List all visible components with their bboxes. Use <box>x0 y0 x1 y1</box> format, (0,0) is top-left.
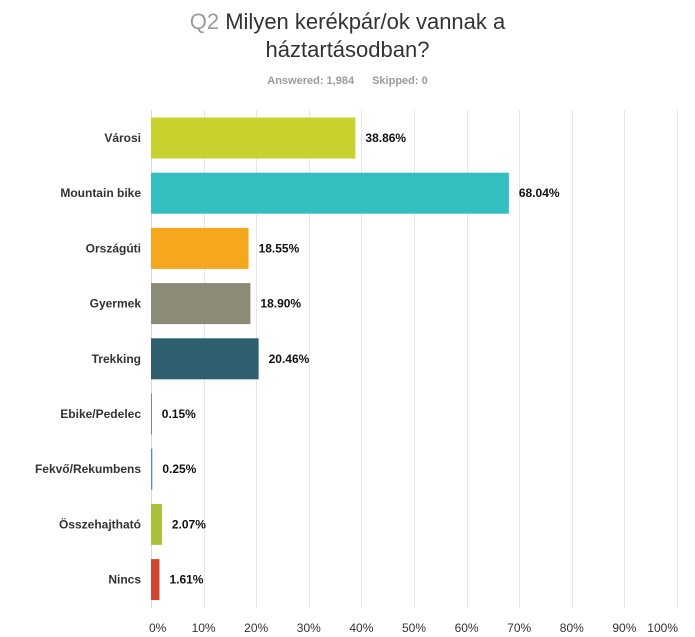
x-tick-label: 100% <box>647 621 678 635</box>
category-label: Összehajtható <box>59 516 141 531</box>
bar <box>151 559 160 601</box>
title-line-1: Q2 Milyen kerékpár/ok vannak a <box>0 8 695 36</box>
bar <box>151 227 249 269</box>
question-number: Q2 <box>189 9 220 34</box>
value-label: 68.04% <box>519 186 560 200</box>
category-label: Trekking <box>92 352 141 366</box>
x-tick-label: 50% <box>402 621 426 635</box>
title-line-2: háztartásodban? <box>265 37 430 62</box>
value-label: 18.55% <box>259 241 300 255</box>
bar <box>151 448 153 490</box>
x-tick-label: 60% <box>455 621 479 635</box>
x-tick-label: 10% <box>192 621 216 635</box>
title-text-line-1: Milyen kerékpár/ok vannak a <box>225 9 506 34</box>
category-label: Nincs <box>108 573 141 587</box>
bar <box>151 503 162 545</box>
category-label: Mountain bike <box>60 186 141 200</box>
x-tick-label: 0% <box>149 621 167 635</box>
x-tick-label: 90% <box>612 621 636 635</box>
x-tick-label: 40% <box>349 621 373 635</box>
value-label: 38.86% <box>365 131 406 145</box>
answered-count: Answered: 1,984 <box>267 75 355 87</box>
bar <box>151 338 259 380</box>
category-label: Gyermek <box>90 297 142 311</box>
value-label: 20.46% <box>269 352 310 366</box>
category-label: Ebike/Pedelec <box>60 407 141 421</box>
x-tick-label: 30% <box>297 621 321 635</box>
bar <box>151 172 509 214</box>
x-tick-label: 20% <box>244 621 268 635</box>
value-label: 1.61% <box>169 573 203 587</box>
chart-title: Q2 Milyen kerékpár/ok vannak a háztartás… <box>0 8 695 64</box>
bar <box>151 283 251 325</box>
value-label: 0.25% <box>162 462 196 476</box>
response-stats: Answered: 1,984 Skipped: 0 <box>0 75 695 87</box>
value-label: 18.90% <box>260 297 301 311</box>
value-label: 0.15% <box>162 407 196 421</box>
category-label: Országúti <box>86 241 141 255</box>
bar <box>151 393 152 435</box>
value-label: 2.07% <box>172 517 206 531</box>
skipped-count: Skipped: 0 <box>372 75 428 87</box>
category-label: Városi <box>104 131 141 145</box>
x-tick-label: 70% <box>507 621 531 635</box>
category-label: Fekvő/Rekumbens <box>35 462 141 476</box>
bar <box>151 117 356 159</box>
x-tick-label: 80% <box>560 621 584 635</box>
